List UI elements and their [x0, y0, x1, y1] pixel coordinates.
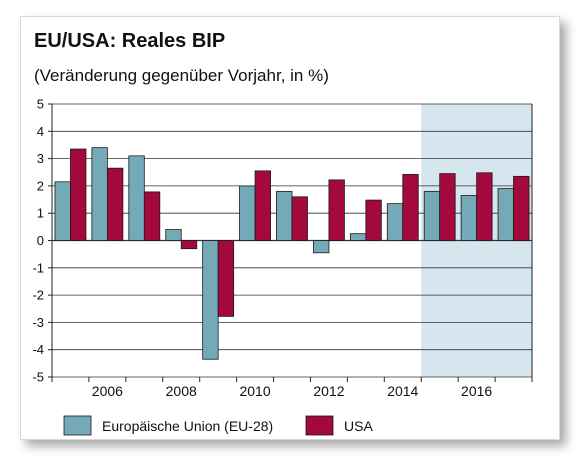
x-tick-label: 2008	[166, 383, 197, 399]
y-tick-label: 3	[37, 151, 44, 166]
bar-usa-2008	[180, 240, 198, 250]
bar-usa-2014	[402, 174, 419, 241]
chart-subtitle: (Veränderung gegenüber Vorjahr, in %)	[34, 66, 329, 85]
bar-eu-2015	[423, 190, 441, 241]
bar-usa-2015	[439, 173, 456, 241]
x-tick-label: 2006	[92, 383, 123, 399]
x-tick-label: 2010	[239, 383, 270, 399]
y-tick-label: 5	[37, 97, 44, 112]
y-tick-label: -3	[32, 315, 44, 330]
bar-usa-2017	[513, 175, 530, 241]
bar-eu-2016	[460, 195, 478, 241]
chart-title: EU/USA: Reales BIP	[34, 30, 226, 52]
bar-eu-2009	[202, 240, 219, 360]
y-tick-label: -1	[32, 260, 44, 275]
y-tick-label: 2	[37, 178, 44, 193]
bar-eu-2006	[91, 147, 108, 241]
x-tick-label: 2012	[313, 383, 344, 399]
y-tick-label: -5	[32, 370, 44, 385]
bar-eu-2013	[349, 233, 367, 241]
bar-eu-2012	[313, 240, 330, 254]
x-tick-label: 2016	[461, 383, 492, 399]
x-tick-label: 2014	[387, 383, 418, 399]
bar-usa-2016	[476, 172, 493, 241]
y-tick-label: 4	[37, 124, 44, 139]
bar-usa-2012	[328, 179, 345, 241]
bar-usa-2009	[217, 240, 235, 317]
bar-eu-2014	[386, 203, 404, 241]
bar-usa-2007	[143, 191, 161, 241]
y-tick-label: 0	[37, 233, 44, 248]
bar-usa-2005	[70, 148, 87, 241]
bar-usa-2006	[106, 167, 124, 241]
legend-swatch-eu	[63, 415, 92, 436]
bar-eu-2010	[239, 185, 256, 241]
y-tick-label: -4	[32, 342, 44, 357]
legend-label-usa: USA	[344, 418, 373, 434]
legend-label-eu: Europäische Union (EU-28)	[102, 418, 273, 434]
bar-usa-2010	[254, 170, 271, 241]
bar-usa-2013	[365, 199, 382, 241]
y-tick-label: -2	[32, 288, 44, 303]
bar-usa-2011	[291, 196, 308, 241]
bar-eu-2017	[497, 188, 514, 241]
bar-eu-2008	[165, 229, 182, 241]
legend-swatch-usa	[305, 415, 334, 436]
y-tick-label: 1	[37, 206, 44, 221]
bar-eu-2011	[276, 190, 293, 241]
bar-eu-2005	[54, 181, 71, 241]
bar-eu-2007	[128, 155, 145, 241]
